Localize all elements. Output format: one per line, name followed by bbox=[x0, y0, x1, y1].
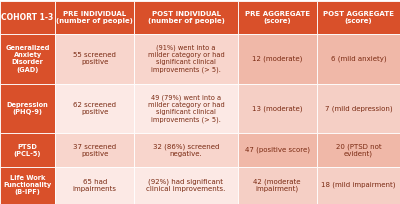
Bar bbox=[317, 167, 400, 204]
Text: Depression
(PHQ-9): Depression (PHQ-9) bbox=[7, 102, 48, 115]
Text: 42 (moderate
impairment): 42 (moderate impairment) bbox=[254, 178, 301, 192]
Text: POST INDIVIDUAL
(number of people): POST INDIVIDUAL (number of people) bbox=[148, 11, 224, 24]
Bar bbox=[238, 34, 317, 84]
Bar bbox=[55, 0, 134, 34]
Bar bbox=[134, 84, 238, 133]
Text: 55 screened
positive: 55 screened positive bbox=[73, 52, 116, 65]
Text: 49 (79%) went into a
milder category or had
significant clinical
improvements (>: 49 (79%) went into a milder category or … bbox=[148, 94, 224, 123]
Bar bbox=[238, 0, 317, 34]
Text: Generalized
Anxiety
Disorder
(GAD): Generalized Anxiety Disorder (GAD) bbox=[6, 45, 50, 73]
Text: COHORT 1-3: COHORT 1-3 bbox=[2, 13, 54, 22]
Bar bbox=[55, 133, 134, 167]
Text: PTSD
(PCL-5): PTSD (PCL-5) bbox=[14, 144, 41, 157]
Text: (92%) had significant
clinical improvements.: (92%) had significant clinical improveme… bbox=[146, 178, 226, 192]
Bar bbox=[317, 0, 400, 34]
Text: 20 (PTSD not
evident): 20 (PTSD not evident) bbox=[336, 143, 381, 157]
Text: 12 (moderate): 12 (moderate) bbox=[252, 56, 302, 62]
Bar bbox=[238, 133, 317, 167]
Text: (91%) went into a
milder category or had
significant clinical
improvements (> 5): (91%) went into a milder category or had… bbox=[148, 44, 224, 73]
Bar bbox=[134, 167, 238, 204]
Bar bbox=[317, 133, 400, 167]
Text: 37 screened
positive: 37 screened positive bbox=[73, 144, 116, 157]
Text: POST AGGREGATE
(score): POST AGGREGATE (score) bbox=[323, 11, 394, 24]
Bar bbox=[0, 34, 55, 84]
Text: 62 screened
positive: 62 screened positive bbox=[73, 102, 116, 115]
Bar bbox=[317, 84, 400, 133]
Text: 13 (moderate): 13 (moderate) bbox=[252, 105, 302, 112]
Bar bbox=[55, 167, 134, 204]
Bar bbox=[0, 0, 55, 34]
Bar bbox=[238, 167, 317, 204]
Bar bbox=[55, 34, 134, 84]
Text: 7 (mild depression): 7 (mild depression) bbox=[324, 105, 392, 112]
Bar bbox=[134, 0, 238, 34]
Bar bbox=[134, 133, 238, 167]
Text: 47 (positive score): 47 (positive score) bbox=[245, 147, 310, 153]
Text: PRE INDIVIDUAL
(number of people): PRE INDIVIDUAL (number of people) bbox=[56, 11, 133, 24]
Bar bbox=[0, 84, 55, 133]
Bar bbox=[0, 133, 55, 167]
Text: 6 (mild anxiety): 6 (mild anxiety) bbox=[330, 56, 386, 62]
Text: 65 had
impairments: 65 had impairments bbox=[73, 179, 117, 192]
Text: Life Work
Functionality
(B-IPF): Life Work Functionality (B-IPF) bbox=[4, 175, 52, 195]
Bar bbox=[0, 167, 55, 204]
Text: 32 (86%) screened
negative.: 32 (86%) screened negative. bbox=[153, 143, 219, 157]
Bar bbox=[238, 84, 317, 133]
Bar bbox=[134, 34, 238, 84]
Bar bbox=[55, 84, 134, 133]
Text: PRE AGGREGATE
(score): PRE AGGREGATE (score) bbox=[245, 11, 310, 24]
Bar bbox=[317, 34, 400, 84]
Text: 18 (mild impairment): 18 (mild impairment) bbox=[321, 182, 396, 188]
